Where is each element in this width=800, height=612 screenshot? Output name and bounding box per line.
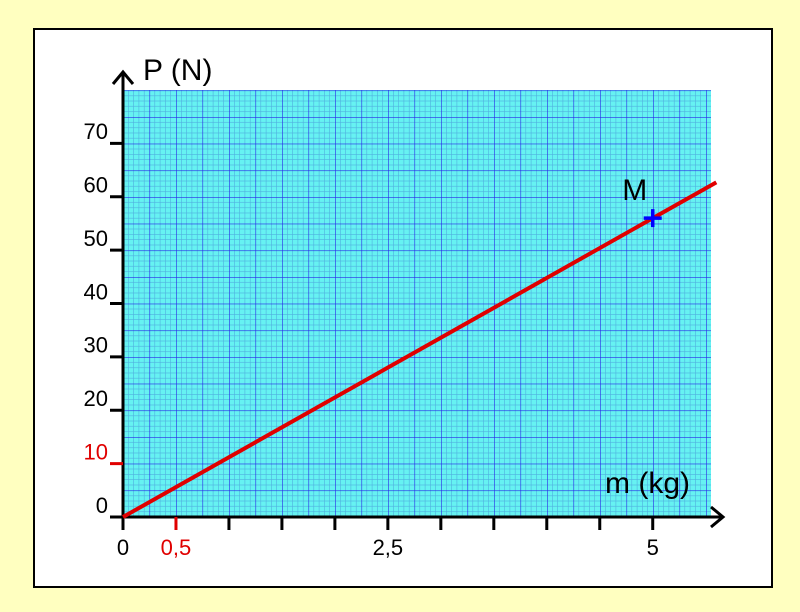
axes <box>111 69 726 529</box>
y-tick-label: 30 <box>84 333 108 358</box>
point-marker <box>643 209 662 228</box>
data-line <box>122 180 718 519</box>
y-axis-label: P (N) <box>143 54 212 87</box>
x-tick-label: 5 <box>647 535 659 560</box>
y-tick-label: 10 <box>84 439 108 464</box>
x-axis-label: m (kg) <box>605 467 690 500</box>
graph-paper <box>123 90 711 517</box>
y-tick-label: 60 <box>84 173 108 198</box>
y-tick-label: 50 <box>84 226 108 251</box>
point-label: M <box>622 174 647 207</box>
x-tick-label: 0 <box>117 535 129 560</box>
x-tick-label: 0,5 <box>161 535 192 560</box>
y-tick-label: 0 <box>96 493 108 518</box>
y-tick-label: 20 <box>84 386 108 411</box>
x-tick-label: 2,5 <box>373 535 404 560</box>
y-tick-label: 70 <box>84 119 108 144</box>
y-tick-label: 40 <box>84 279 108 304</box>
